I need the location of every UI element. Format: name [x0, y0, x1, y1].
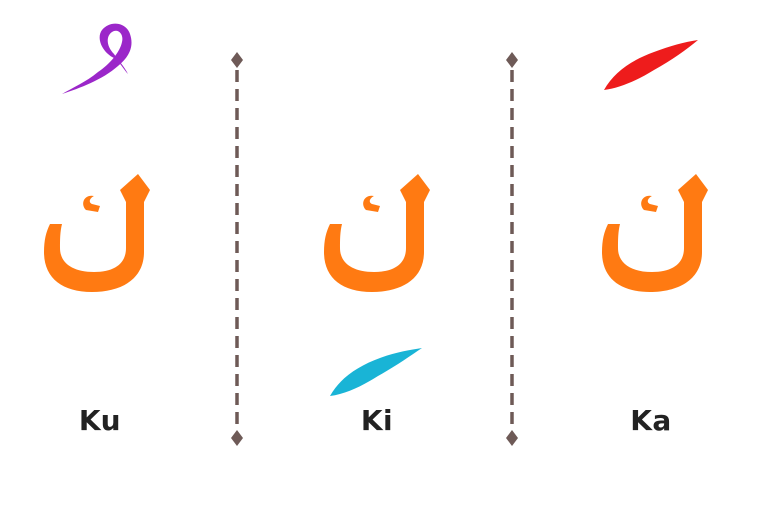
syllable-label-ku: Ku — [78, 404, 122, 437]
kaf-letter-icon — [324, 174, 430, 292]
column-ka: Ka — [528, 0, 757, 508]
kaf-letter-icon — [44, 174, 150, 292]
syllable-label-ka: Ka — [630, 404, 672, 437]
kaf-letter-icon — [602, 174, 708, 292]
dashed-divider — [231, 52, 243, 446]
dammah-mark-icon — [62, 23, 132, 95]
column-ki: Ki — [262, 0, 492, 508]
fathah-mark-icon — [604, 40, 698, 90]
kasrah-mark-icon — [330, 348, 422, 396]
syllable-label-ki: Ki — [360, 404, 394, 437]
column-ku: Ku — [0, 0, 230, 508]
dashed-divider — [506, 52, 518, 446]
